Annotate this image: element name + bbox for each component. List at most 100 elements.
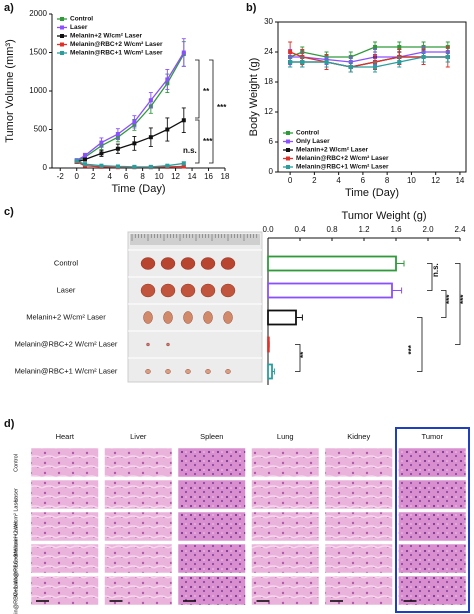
legend-label: Control: [70, 16, 93, 23]
data-point: [165, 127, 170, 132]
data-point: [74, 159, 79, 164]
x-tick-label: 2: [312, 176, 317, 185]
legend-swatch: [286, 165, 290, 169]
bar: [267, 255, 397, 272]
sig-bracket: [427, 263, 433, 291]
error-bar: [296, 314, 303, 321]
y-tick-label: 0: [269, 167, 274, 176]
histology-image: [104, 511, 173, 542]
data-point: [300, 60, 305, 64]
data-point: [148, 164, 153, 169]
x-tick-label: 2.4: [454, 225, 466, 234]
tumor: [180, 283, 196, 298]
data-point: [288, 50, 293, 54]
x-tick-label: 12: [171, 172, 180, 181]
tumor: [166, 342, 170, 347]
y-tick-label: 30: [264, 17, 273, 26]
y-axis-label: Tumor Volume (mm³): [4, 39, 16, 143]
data-point: [324, 60, 329, 64]
data-point: [373, 45, 378, 49]
ruler: [130, 234, 260, 245]
legend-label: Melanin+2 W/cm² Laser: [296, 147, 369, 154]
legend-swatch: [286, 131, 290, 135]
legend-label: Melanin@RBC+2 W/cm² Laser: [70, 41, 163, 48]
y-tick-label: 1000: [29, 86, 47, 95]
column-header: Liver: [130, 432, 147, 441]
y-tick-label: 24: [264, 47, 273, 56]
column-header: Spleen: [200, 432, 223, 441]
legend-swatch: [60, 51, 64, 55]
sig-bracket: [195, 59, 200, 119]
highlight-box: [395, 427, 470, 613]
histology-image: [177, 479, 246, 510]
tumor-photo: [127, 231, 263, 383]
histology-image: [104, 543, 173, 574]
significance: **: [299, 351, 308, 358]
y-tick-label: 2000: [29, 9, 47, 18]
tumor: [180, 257, 196, 270]
x-tick-label: 1.2: [358, 225, 370, 234]
y-tick-label: 6: [269, 137, 274, 146]
legend-label: Laser: [70, 24, 88, 31]
series-line: [289, 51, 448, 68]
panel-label: a): [4, 2, 14, 14]
tumor: [140, 283, 156, 298]
data-point: [421, 55, 426, 59]
x-tick-label: 14: [188, 172, 197, 181]
x-tick-label: 2: [91, 172, 96, 181]
histology-image: [251, 479, 320, 510]
significance: ***: [459, 294, 468, 304]
panel-label: b): [246, 2, 257, 14]
x-tick-label: 16: [204, 172, 213, 181]
x-tick-label: 0.4: [294, 225, 306, 234]
histology-image: [324, 575, 393, 606]
y-tick-label: 500: [34, 125, 48, 134]
bar: [267, 282, 393, 299]
legend-label: Melanin+2 W/cm² Laser: [70, 33, 143, 40]
x-tick-label: 6: [361, 176, 366, 185]
data-point: [115, 146, 120, 151]
tumor: [143, 311, 153, 324]
category-label: Melanin@RBC+1 W/cm² Laser: [15, 366, 118, 375]
series-line: [290, 56, 448, 68]
data-point: [373, 65, 378, 69]
tumor: [200, 283, 216, 298]
data-point: [99, 140, 104, 145]
legend-label: Melanin@RBC+1 W/cm² Laser: [70, 50, 163, 57]
histology-image: [398, 511, 467, 542]
column-header: Lung: [277, 432, 294, 441]
category-label: Melanin+2 W/cm² Laser: [26, 312, 106, 321]
data-point: [181, 164, 186, 169]
histology-image: [177, 575, 246, 606]
series-line: [76, 160, 184, 168]
x-tick-label: 0: [288, 176, 293, 185]
x-tick-label: 2.0: [422, 225, 434, 234]
tumor: [140, 257, 156, 270]
tumor: [223, 311, 233, 324]
data-point: [445, 55, 450, 59]
tumor: [145, 369, 151, 374]
y-tick-label: 0: [43, 163, 48, 172]
legend-swatch: [60, 42, 64, 47]
legend-label: Only Laser: [296, 138, 330, 145]
data-point: [397, 45, 402, 49]
tumor: [225, 369, 231, 374]
histology-image: [104, 575, 173, 606]
tumor: [203, 311, 213, 324]
data-point: [288, 60, 293, 64]
sig-bracket: [209, 59, 214, 164]
category-label: Melanin@RBC+2 W/cm² Laser: [15, 339, 118, 348]
histology-image: [251, 447, 320, 478]
histology-image: [324, 479, 393, 510]
data-point: [132, 119, 137, 124]
x-tick-label: 6: [124, 172, 129, 181]
column-header: Tumor: [422, 432, 444, 441]
histology-image: [104, 479, 173, 510]
bar: [267, 363, 273, 380]
significance: ***: [407, 344, 416, 354]
y-tick-label: 1500: [29, 48, 47, 57]
significance: ***: [203, 137, 213, 146]
data-point: [82, 162, 87, 167]
data-point: [82, 157, 87, 162]
x-tick-label: 10: [155, 172, 164, 181]
